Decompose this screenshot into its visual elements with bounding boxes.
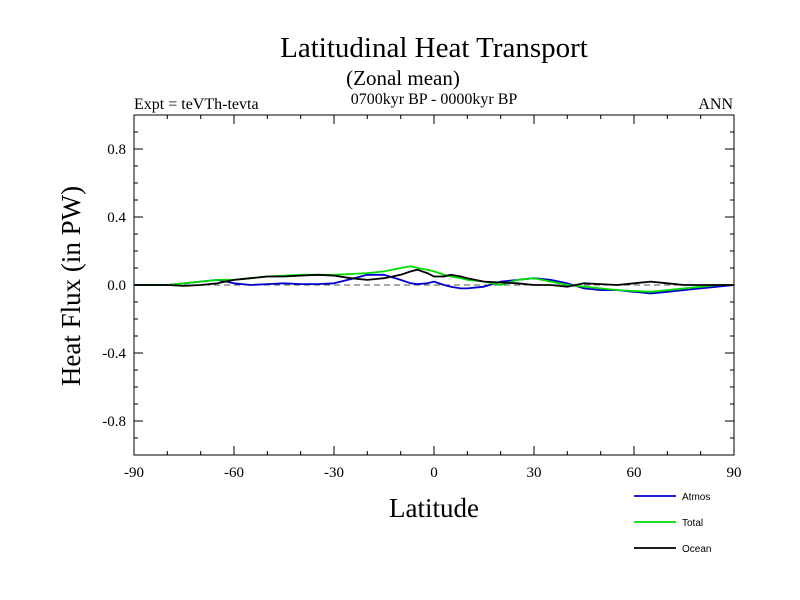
legend-label-ocean: Ocean [682,544,711,555]
x-tick-label: 30 [527,465,542,481]
y-tick-label: 0.4 [107,210,126,226]
x-tick-label: 0 [430,465,438,481]
chart-subtitle: (Zonal mean) [346,66,460,90]
series-line-ocean [134,268,734,288]
y-tick-label: 0.0 [107,278,126,294]
legend-label-total: Total [682,518,703,529]
x-tick-label: -30 [324,465,344,481]
x-tick-label: -90 [124,465,144,481]
x-axis-label: Latitude [389,493,479,523]
y-tick-label: 0.8 [107,142,126,158]
legend: Atmos Total Ocean [634,492,711,555]
period-label: 0700kyr BP - 0000kyr BP [351,91,518,108]
x-tick-label: 60 [627,465,642,481]
chart-title: Latitudinal Heat Transport [280,32,588,64]
series-line-total [134,265,734,293]
x-tick-label: 90 [727,465,742,481]
x-tick-label: -60 [224,465,244,481]
y-tick-label: -0.8 [102,414,126,430]
season-label: ANN [698,96,733,113]
experiment-label: Expt = teVTh-tevta [134,96,259,113]
y-axis-label: Heat Flux (in PW) [56,186,86,386]
y-tick-label: -0.4 [102,346,126,362]
legend-label-atmos: Atmos [682,492,710,503]
